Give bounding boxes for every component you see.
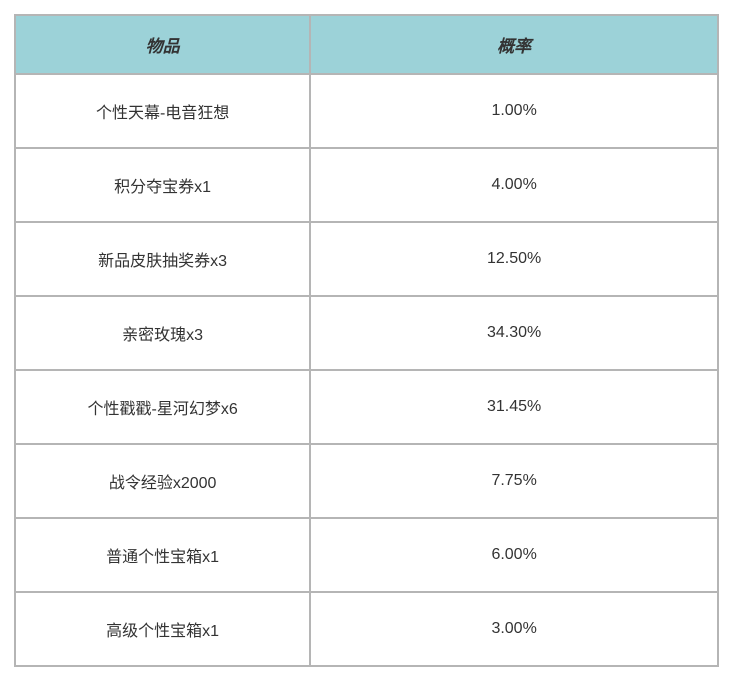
cell-item: 个性天幕-电音狂想	[15, 74, 310, 148]
cell-rate: 4.00%	[310, 148, 718, 222]
table-row: 个性戳戳-星河幻梦x6 31.45%	[15, 370, 718, 444]
cell-rate: 6.00%	[310, 518, 718, 592]
cell-item: 新品皮肤抽奖券x3	[15, 222, 310, 296]
cell-item: 高级个性宝箱x1	[15, 592, 310, 666]
cell-item: 亲密玫瑰x3	[15, 296, 310, 370]
table-row: 普通个性宝箱x1 6.00%	[15, 518, 718, 592]
table-row: 亲密玫瑰x3 34.30%	[15, 296, 718, 370]
column-header-rate: 概率	[310, 15, 718, 74]
table-row: 战令经验x2000 7.75%	[15, 444, 718, 518]
cell-item: 战令经验x2000	[15, 444, 310, 518]
table-row: 高级个性宝箱x1 3.00%	[15, 592, 718, 666]
table-row: 积分夺宝券x1 4.00%	[15, 148, 718, 222]
table-row: 个性天幕-电音狂想 1.00%	[15, 74, 718, 148]
cell-rate: 12.50%	[310, 222, 718, 296]
cell-rate: 31.45%	[310, 370, 718, 444]
cell-item: 积分夺宝券x1	[15, 148, 310, 222]
table-row: 新品皮肤抽奖券x3 12.50%	[15, 222, 718, 296]
probability-table: 物品 概率 个性天幕-电音狂想 1.00% 积分夺宝券x1 4.00% 新品皮肤…	[14, 14, 719, 667]
cell-item: 普通个性宝箱x1	[15, 518, 310, 592]
column-header-item: 物品	[15, 15, 310, 74]
table-header-row: 物品 概率	[15, 15, 718, 74]
cell-rate: 3.00%	[310, 592, 718, 666]
cell-rate: 7.75%	[310, 444, 718, 518]
cell-rate: 1.00%	[310, 74, 718, 148]
cell-rate: 34.30%	[310, 296, 718, 370]
cell-item: 个性戳戳-星河幻梦x6	[15, 370, 310, 444]
